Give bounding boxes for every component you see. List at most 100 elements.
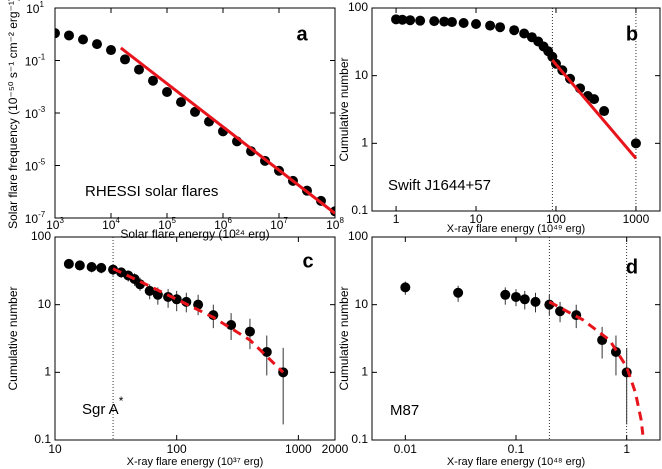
y-tick-label-base: 10 [25,107,39,121]
data-point [630,138,641,149]
x-tick-label-base: 10 [214,218,228,232]
x-tick-label-base: 10 [270,218,284,232]
data-point [226,320,237,331]
data-point [471,19,482,30]
y-tick-label-sup: -7 [38,210,46,219]
y-tick-label: 1 [361,136,368,150]
x-axis-label: Solar flare energy (10²⁴ erg) [120,227,269,241]
annotation-sup: * [119,394,124,408]
data-point [397,14,408,25]
x-tick-label-sup: 5 [171,216,176,225]
data-point [171,294,182,305]
x-tick-label-sup: 6 [227,216,232,225]
annotation: Swift J1644+57 [388,177,491,194]
x-tick-label: 10 [469,212,483,226]
fit-line [551,59,638,160]
data-point [485,20,496,31]
data-point [453,287,464,298]
annotation-text: M87 [390,402,419,419]
data-point [495,22,506,33]
data-point [120,54,131,65]
x-tick-label: 1 [623,442,630,456]
plot-area [55,28,335,217]
data-point [400,282,411,293]
x-axis-label: X-ray flare energy (10⁴⁸ erg) [447,456,585,468]
data-point [106,45,116,56]
y-axis-label: Cumulative number [337,286,351,390]
x-tick-label: 0.01 [394,442,418,456]
annotation-text: Swift J1644+57 [388,177,491,194]
panel-label: c [302,250,313,272]
x-tick-label: 108 [326,216,344,232]
panel-label: d [626,256,638,278]
x-tick-label-sup: 4 [115,216,120,225]
y-tick-label: 100 [31,229,51,243]
y-axis-label: Cumulative number [337,57,351,161]
y-tick-label-sup: -1 [38,53,46,62]
x-axis-label: X-ray flare energy (10³⁷ erg) [127,456,264,468]
x-tick-label: 10 [48,442,62,456]
x-tick-label: 106 [214,216,232,232]
data-point [511,291,521,302]
y-tick-label-sup: 1 [39,0,44,9]
plot-frame [371,7,661,212]
fit-line [119,46,335,215]
y-tick-label-sup: -5 [38,158,46,167]
data-point [63,30,74,41]
y-tick-label: 1 [44,365,51,379]
data-point [162,87,172,98]
data-point [86,262,97,273]
data-point [415,15,426,26]
data-point [446,17,457,28]
data-point [519,28,530,39]
plot-area [400,237,645,440]
data-point [599,106,610,117]
data-point [458,18,469,29]
y-tick-label: 0.1 [34,432,51,446]
y-tick-label-sup: -3 [38,105,46,114]
panel: 0.01 0.1 1 0.1 1 10 100 X-ray flare energy (10⁴… [337,229,661,468]
x-tick-label: 107 [270,216,288,232]
x-tick-label-base: 10 [46,218,60,232]
y-tick-label: 0.1 [351,432,368,446]
y-tick-label: 10-3 [25,105,46,121]
x-tick-label-sup: 3 [59,216,64,225]
y-tick-label-base: 10 [26,2,40,16]
data-point [55,28,60,39]
x-axis-label: X-ray flare energy (10⁴⁹ erg) [447,223,585,235]
x-tick-label: 1 [393,212,400,226]
annotation: RHESSI solar flares [85,183,218,200]
data-point [261,346,272,357]
y-tick-label-base: 10 [25,160,39,174]
x-tick-label: 104 [102,216,120,232]
data-point [96,262,107,273]
data-point [439,16,450,27]
data-point [589,94,600,105]
annotation: Sgr A* [82,394,124,418]
data-point [63,258,74,269]
x-tick-label: 1000 [623,212,650,226]
annotation-text: RHESSI solar flares [85,183,218,200]
x-tick-label-base: 10 [102,218,116,232]
data-point [500,289,511,300]
x-tick-label-sup: 7 [283,216,288,225]
y-tick-label: 100 [348,0,368,14]
y-tick-label: 10 [355,297,369,311]
panel-label: a [296,23,308,45]
data-point [610,346,621,357]
x-tick-label: 1000 [285,442,312,456]
data-point [163,291,174,302]
x-tick-label: 105 [158,216,176,232]
data-point [147,75,158,86]
data-point [244,326,255,337]
x-tick-label: 103 [46,216,64,232]
data-point [91,39,102,50]
x-tick-label: 2000 [322,442,349,456]
data-point [429,16,440,27]
data-point [519,294,530,305]
y-tick-label-base: 10 [25,55,39,69]
x-tick-label-base: 10 [158,218,172,232]
data-point [74,260,85,271]
